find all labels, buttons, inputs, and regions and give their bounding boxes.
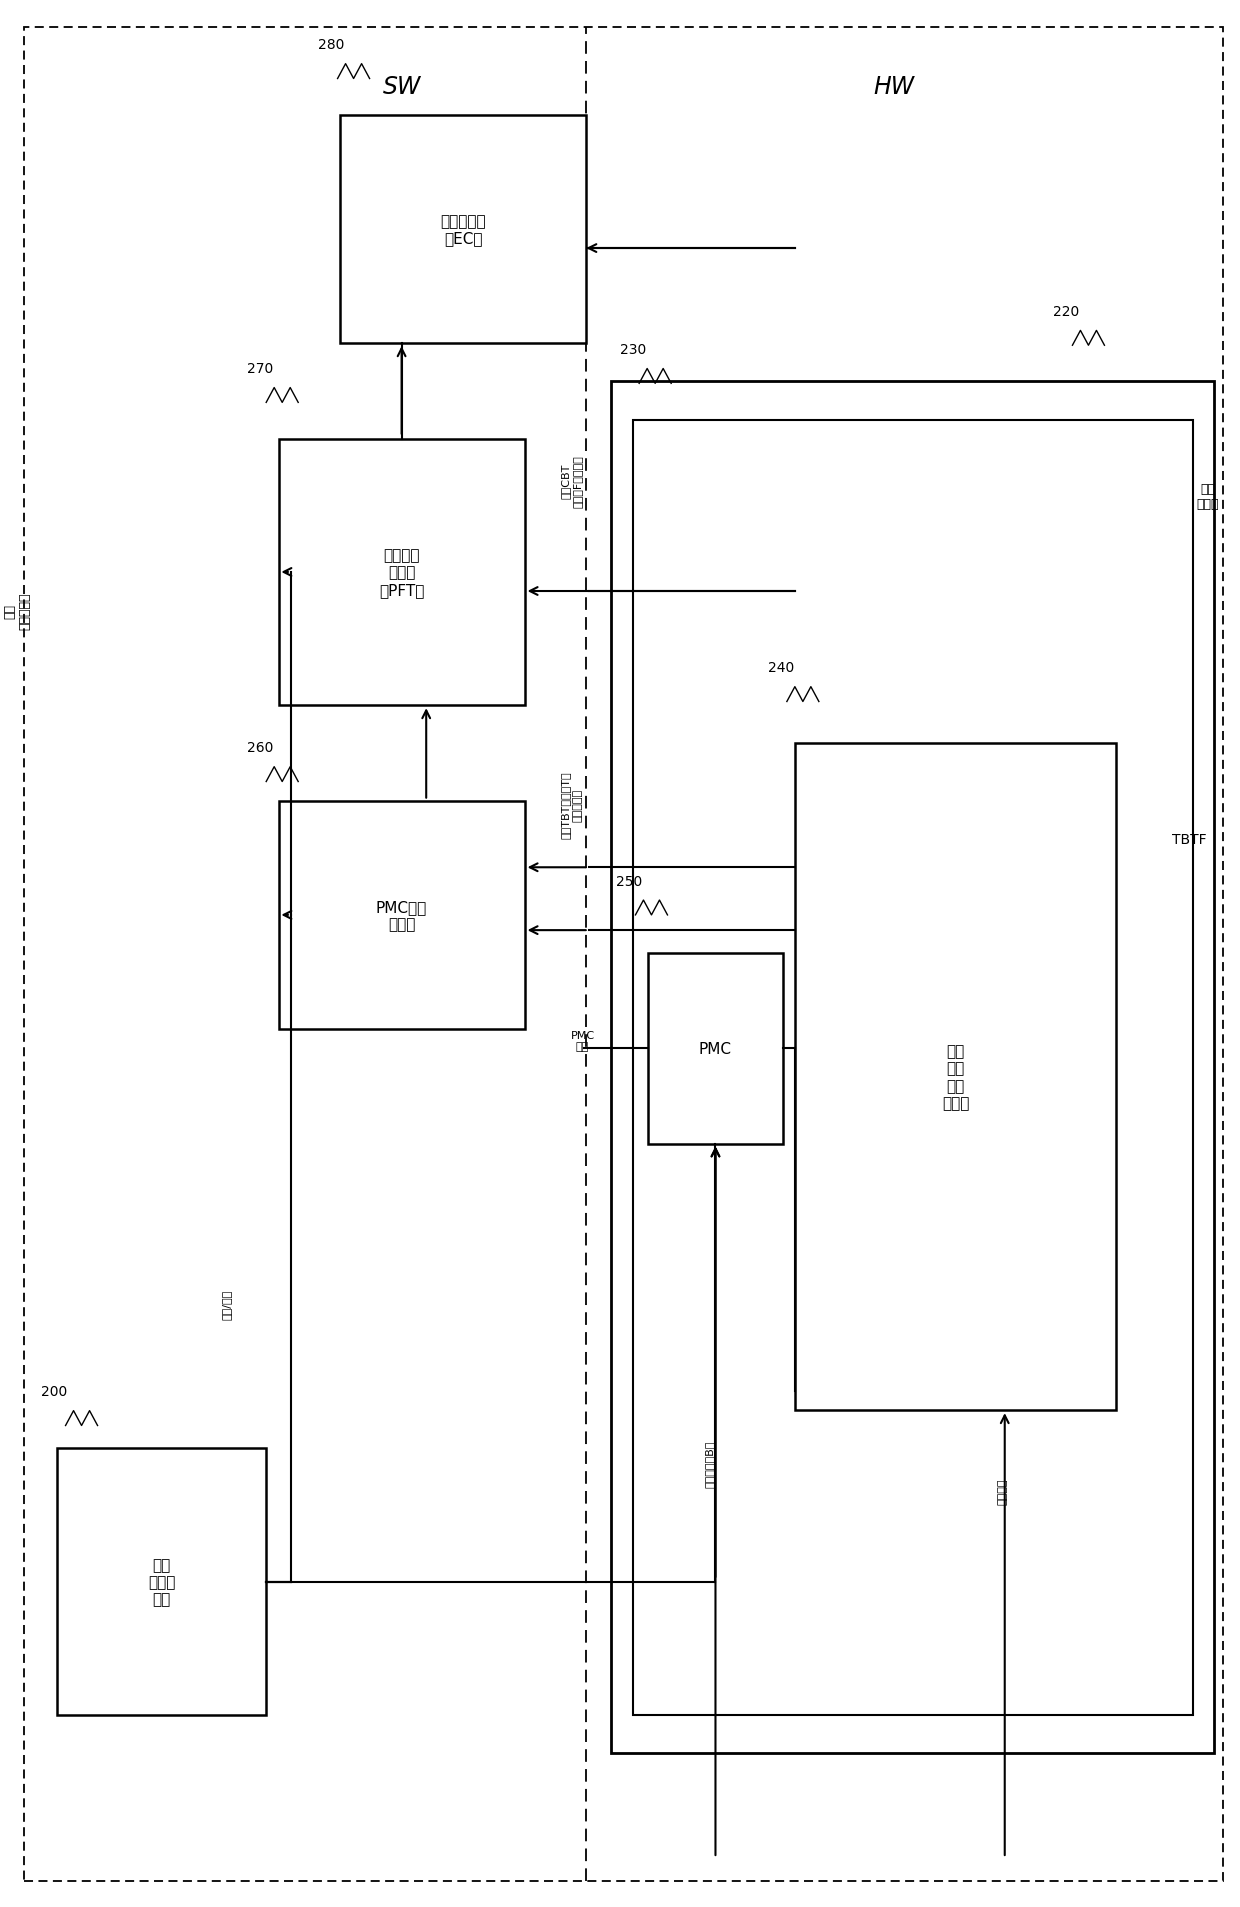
Text: 250: 250 [616,873,642,889]
Text: 230: 230 [620,343,646,357]
Text: 最同TBT尺寸（T）
的采纳分支: 最同TBT尺寸（T） 的采纳分支 [560,770,583,839]
FancyBboxPatch shape [647,954,784,1144]
Text: TBTF: TBTF [1172,831,1207,847]
Text: 采纳分支: 采纳分支 [997,1478,1007,1505]
Text: SW: SW [382,74,420,99]
FancyBboxPatch shape [279,439,525,706]
Text: 程序
二进制
代码: 程序 二进制 代码 [148,1556,175,1608]
FancyBboxPatch shape [796,744,1116,1411]
Text: 程序片流
跟踪器
（PFT）: 程序片流 跟踪器 （PFT） [379,547,424,597]
Text: 边缘收集器
（EC）: 边缘收集器 （EC） [440,214,486,246]
FancyBboxPatch shape [279,801,525,1030]
Text: HW: HW [873,74,915,99]
Text: PMC事件
处理器: PMC事件 处理器 [376,900,428,933]
FancyBboxPatch shape [632,420,1193,1714]
Text: 硬件
处理器: 硬件 处理器 [1197,482,1219,511]
Text: 220: 220 [1053,305,1079,318]
Text: PMC: PMC [699,1041,732,1056]
Text: 采纳
分支
循环
缓冲区: 采纳 分支 循环 缓冲区 [942,1043,970,1112]
Text: 280: 280 [319,38,345,51]
Text: 最同CBT
尺寸（F）的分支: 最同CBT 尺寸（F）的分支 [560,456,583,507]
Text: PMC
事件: PMC 事件 [570,1030,595,1053]
Text: 270: 270 [247,362,273,376]
Text: 程序
二进制代码: 程序 二进制代码 [4,591,31,629]
Text: 260: 260 [247,740,273,755]
Text: 240: 240 [768,662,794,675]
FancyBboxPatch shape [611,381,1214,1753]
Text: 开始/连接: 开始/连接 [222,1289,232,1320]
Text: 200: 200 [41,1384,68,1398]
FancyBboxPatch shape [340,116,587,343]
Text: 任何分支（B）: 任何分支（B） [704,1440,714,1487]
FancyBboxPatch shape [57,1449,267,1714]
